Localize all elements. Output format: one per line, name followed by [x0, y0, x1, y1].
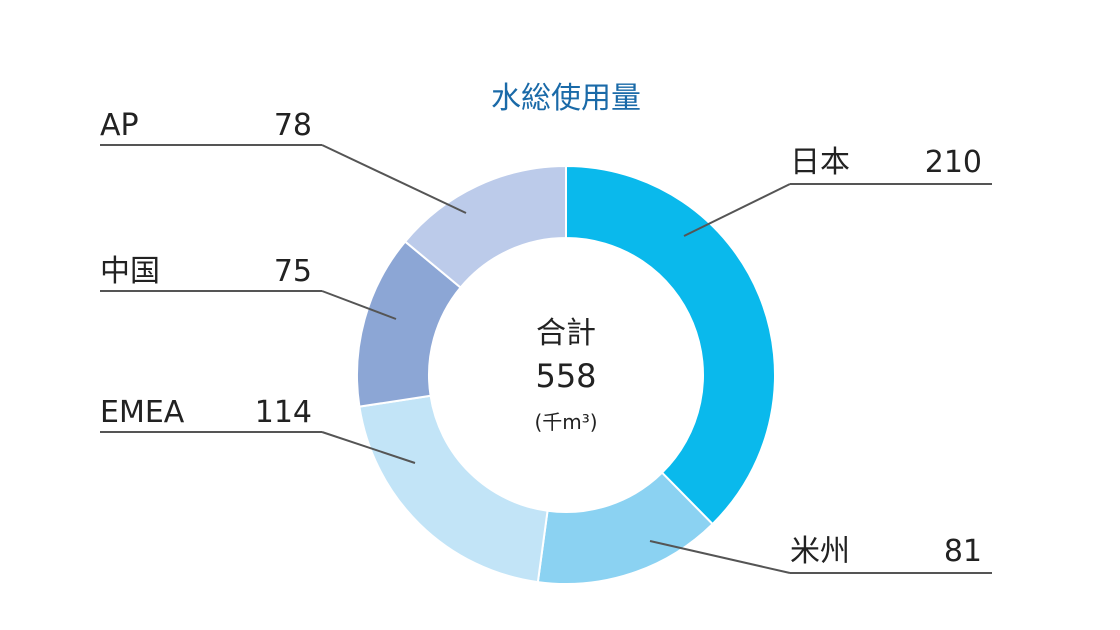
leader-line [321, 431, 416, 464]
label-value: 75 [274, 254, 312, 289]
callout-ap: AP 78 [100, 108, 467, 214]
leader-line [321, 144, 467, 214]
label-value: 114 [255, 395, 312, 430]
label-category: EMEA [100, 395, 185, 430]
callout-emea: EMEA 114 [100, 395, 416, 464]
callout-china: 中国 75 [100, 254, 397, 320]
label-category: 米州 [790, 534, 850, 569]
center-total-value: 558 [535, 357, 596, 395]
center-unit: (千m³) [534, 410, 597, 434]
slice-japan [565, 164, 776, 526]
label-value: 210 [925, 145, 982, 180]
donut-slices [356, 164, 776, 585]
callout-americas: 米州 81 [649, 534, 992, 574]
callout-japan: 日本 210 [683, 145, 992, 237]
label-category: 中国 [100, 254, 160, 289]
leader-line [683, 183, 791, 237]
label-category: AP [100, 108, 139, 143]
chart-title: 水総使用量 [491, 81, 641, 116]
label-value: 78 [274, 108, 312, 143]
label-category: 日本 [790, 145, 850, 180]
leader-line [649, 540, 791, 574]
callout-labels: 日本 210 米州 81 EMEA 114 中国 75 AP 78 [100, 108, 992, 574]
center-total-label: 合計 [536, 316, 596, 351]
label-value: 81 [944, 534, 982, 569]
slice-emea [358, 394, 549, 584]
leader-line [321, 290, 397, 320]
